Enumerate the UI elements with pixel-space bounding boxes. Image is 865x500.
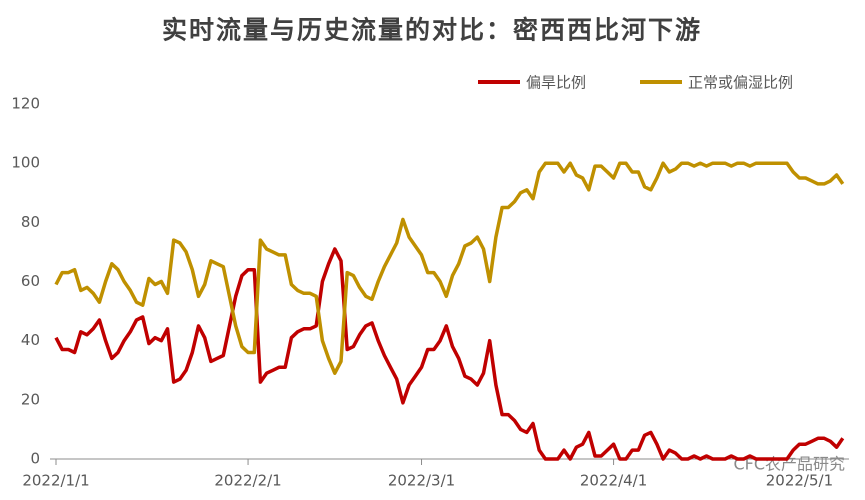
- y-tick-label: 20: [21, 390, 40, 408]
- line-series: [54, 247, 845, 461]
- legend-label: 偏旱比例: [526, 74, 586, 92]
- x-tick-label: 2022/4/1: [580, 472, 647, 490]
- x-tick-label: 2022/1/1: [22, 472, 89, 490]
- y-tick-label: 80: [21, 213, 40, 231]
- y-tick-label: 100: [11, 154, 40, 172]
- y-tick-label: 120: [11, 95, 40, 113]
- line-series: [54, 161, 845, 375]
- x-tick-label: 2022/2/1: [214, 472, 281, 490]
- legend-label: 正常或偏湿比例: [688, 74, 793, 92]
- x-tick-label: 2022/3/1: [388, 472, 455, 490]
- y-tick-label: 40: [21, 331, 40, 349]
- y-tick-label: 60: [21, 272, 40, 290]
- x-tick-label: 2022/5/1: [766, 472, 833, 490]
- y-tick-label: 0: [30, 450, 40, 468]
- chart-title: 实时流量与历史流量的对比：密西西比河下游: [162, 16, 702, 45]
